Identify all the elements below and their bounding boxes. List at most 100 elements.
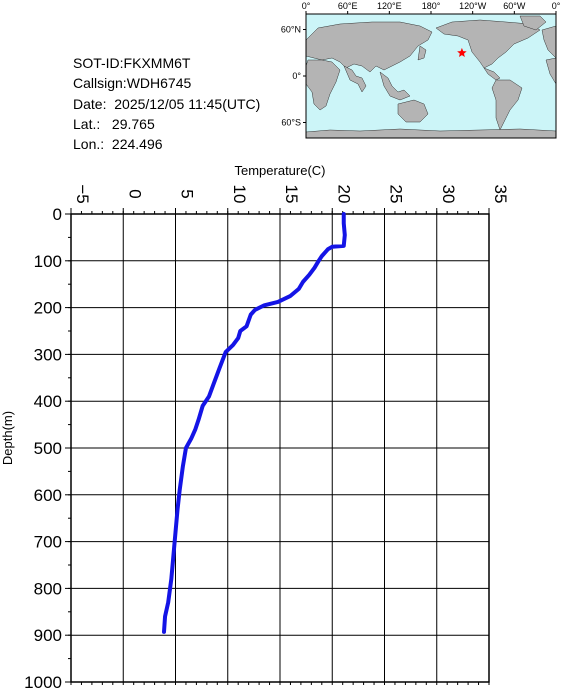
y-tick-label: 200	[34, 299, 62, 318]
data-point	[324, 249, 328, 253]
data-point	[262, 303, 266, 307]
data-point	[171, 554, 175, 558]
y-tick-label: 100	[34, 252, 62, 271]
data-point	[253, 308, 257, 312]
data-point	[178, 488, 182, 492]
y-tick-label: 400	[34, 392, 62, 411]
data-point	[249, 313, 253, 317]
land-central-america	[483, 67, 501, 81]
land-europe-west	[541, 25, 557, 59]
x-tick-label: 15	[282, 185, 301, 204]
data-point	[189, 437, 193, 441]
data-point	[342, 212, 346, 216]
data-point	[330, 245, 334, 249]
map-lon-label: 0°	[552, 1, 561, 11]
x-tick-label: 5	[178, 189, 197, 198]
map-lat-label: 60°S	[281, 118, 301, 128]
data-point	[245, 324, 249, 328]
data-point	[343, 233, 347, 237]
data-point	[231, 343, 235, 347]
x-tick-label: 35	[491, 185, 510, 204]
data-point	[317, 259, 321, 263]
plot-frame	[70, 213, 490, 683]
star-icon	[457, 47, 467, 57]
data-point	[312, 266, 316, 270]
data-point	[224, 350, 228, 354]
x-tick-label: −5	[73, 184, 92, 203]
data-point	[196, 418, 200, 422]
land-alaska-north-america	[435, 19, 541, 69]
float-info: SOT-ID:FKXMM6T Callsign:WDH6745 Date: 20…	[73, 53, 260, 154]
map-lat-label: 60°N	[281, 25, 301, 35]
x-tick-label: 25	[387, 185, 406, 204]
y-tick-label: 1000	[24, 673, 62, 690]
land-south-america	[491, 79, 523, 131]
x-tick-label: 10	[230, 185, 249, 204]
series-line	[162, 212, 347, 634]
data-point	[184, 446, 188, 450]
data-point	[163, 614, 167, 618]
data-point	[169, 577, 173, 581]
data-point	[166, 600, 170, 604]
callsign-text: Callsign:WDH6745	[73, 75, 192, 92]
data-point	[207, 395, 211, 399]
y-tick-label: 800	[34, 579, 62, 598]
series-group	[162, 212, 347, 634]
chart-frame	[65, 208, 490, 685]
map-lat-label: 0°	[292, 71, 301, 81]
y-tick-label: 700	[34, 533, 62, 552]
land-se-asia	[379, 71, 411, 101]
data-point	[307, 273, 311, 277]
y-tick-label: 900	[34, 626, 62, 645]
data-point	[217, 366, 221, 370]
x-tick-labels: −5 0 5 10 15 20 25 30 35	[73, 184, 510, 203]
data-point	[193, 427, 197, 431]
map-lon-label: 180°	[422, 1, 441, 11]
data-point	[174, 530, 177, 534]
data-point	[276, 300, 280, 304]
land-australia	[397, 99, 429, 123]
map-lon-label: 60°W	[503, 1, 526, 11]
y-tick-labels: 0 100 200 300 400 500 600 700 800 900 1000	[24, 205, 62, 690]
map-ticks	[303, 11, 557, 123]
data-point	[320, 254, 324, 258]
data-point	[342, 221, 346, 225]
land-arabia-india	[343, 65, 367, 93]
data-point	[238, 329, 242, 333]
x-tick-label: 0	[125, 189, 144, 198]
date-text: Date: 2025/12/05 11:45(UTC)	[73, 95, 261, 112]
map-lon-label: 120°E	[377, 1, 402, 11]
land-greenland	[519, 15, 547, 31]
map-frame-group: 0° 60°E 120°E 180° 120°W 60°W 0° 60°N 0° 60°S	[281, 1, 561, 139]
map-lon-label: 60°E	[338, 1, 358, 11]
x-axis-title: Temperature(C)	[234, 163, 325, 178]
y-tick-label: 300	[34, 345, 62, 364]
land-antarctica	[305, 128, 557, 139]
y-tick-label: 600	[34, 486, 62, 505]
chart-grid	[70, 213, 490, 683]
world-map: 0° 60°E 120°E 180° 120°W 60°W 0° 60°N 0° 60°S	[281, 1, 561, 139]
x-tick-label: 30	[439, 185, 458, 204]
map-lon-label: 0°	[302, 1, 311, 11]
data-point	[162, 630, 166, 634]
data-point	[297, 287, 301, 291]
data-point	[201, 404, 205, 408]
y-tick-label: 0	[53, 205, 62, 224]
y-tick-label: 500	[34, 439, 62, 458]
data-point	[326, 247, 330, 251]
data-point	[176, 507, 180, 511]
data-point	[212, 380, 216, 384]
map-labels: 0° 60°E 120°E 180° 120°W 60°W 0° 60°N 0° 60°S	[281, 1, 561, 128]
data-point	[301, 280, 305, 284]
data-point	[342, 244, 346, 248]
data-point	[288, 294, 292, 298]
sot-id-text: SOT-ID:FKXMM6T	[73, 55, 191, 71]
data-point	[181, 465, 185, 469]
data-point	[236, 336, 240, 340]
lon-text: Lon.: 224.496	[73, 136, 163, 153]
map-lon-label: 120°W	[459, 1, 487, 11]
land-japan	[417, 45, 427, 61]
lat-text: Lat.: 29.765	[73, 115, 155, 132]
x-tick-label: 20	[334, 185, 353, 204]
y-axis-title: Depth(m)	[0, 411, 15, 465]
